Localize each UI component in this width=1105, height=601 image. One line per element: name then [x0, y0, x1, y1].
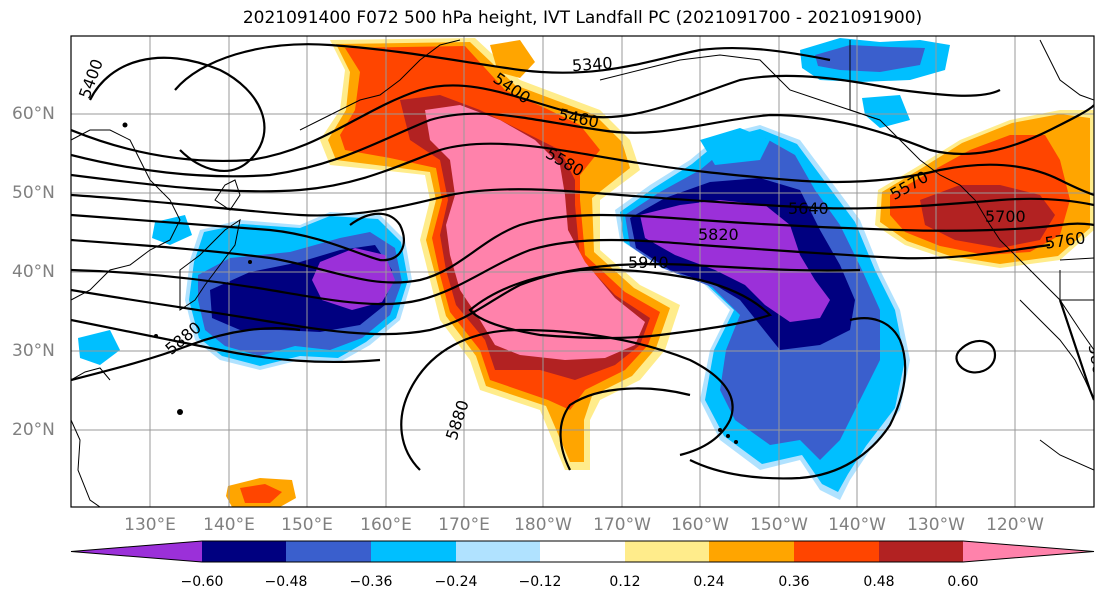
height-contours — [71, 43, 1094, 480]
contour-label: 5940 — [628, 253, 669, 272]
lon-label: 160°W — [671, 515, 729, 535]
ivt-negative-wpac-purple — [312, 248, 395, 310]
lon-label: 170°W — [593, 515, 651, 535]
map-frame — [70, 35, 1095, 508]
lon-label: 150°E — [281, 515, 333, 535]
coastlines — [71, 39, 1094, 507]
map-panel: 5400 5340 5400 5460 5580 5570 5640 5700 … — [70, 35, 1105, 508]
colorbar-tick: 0.60 — [947, 574, 979, 590]
contour-label: 5340 — [571, 53, 613, 75]
lon-label: 160°E — [360, 515, 412, 535]
ivt-positive-pnw-darkred — [920, 185, 1055, 248]
lat-label: 50°N — [12, 183, 55, 203]
colorbar-tick: 0.36 — [778, 574, 810, 590]
lat-label: 60°N — [12, 104, 55, 124]
contour-label: 5820 — [698, 225, 739, 244]
colorbar-tick: −0.12 — [518, 574, 562, 590]
colorbar-tick: −0.24 — [434, 574, 478, 590]
lon-label: 140°E — [203, 515, 255, 535]
colorbar-tick: 0.48 — [863, 574, 895, 590]
lon-label: 150°W — [750, 515, 808, 535]
lon-label: 120°W — [986, 515, 1044, 535]
lat-label: 20°N — [12, 420, 55, 440]
contour-label: 5640 — [788, 199, 829, 218]
colorbar-tick: 0.12 — [609, 574, 641, 590]
lat-label: 40°N — [12, 262, 55, 282]
colorbar-tick: 0.24 — [693, 574, 725, 590]
contour-label: 5700 — [985, 207, 1026, 226]
colorbar-tick: −0.60 — [180, 574, 224, 590]
ivt-positive-plume-pink — [425, 105, 645, 360]
ivt-negative-epac-purple — [640, 200, 830, 322]
lon-label: 130°E — [124, 515, 176, 535]
map-title: 2021091400 F072 500 hPa height, IVT Land… — [242, 8, 923, 28]
lon-label: 170°E — [438, 515, 490, 535]
lat-label: 30°N — [12, 341, 55, 361]
lon-label: 180°W — [514, 515, 572, 535]
lon-label: 140°W — [828, 515, 886, 535]
lon-label: 130°W — [907, 515, 965, 535]
contour-label: 588 — [1085, 343, 1105, 376]
colorbar-tick: −0.36 — [349, 574, 393, 590]
colorbar-tick: −0.48 — [264, 574, 308, 590]
